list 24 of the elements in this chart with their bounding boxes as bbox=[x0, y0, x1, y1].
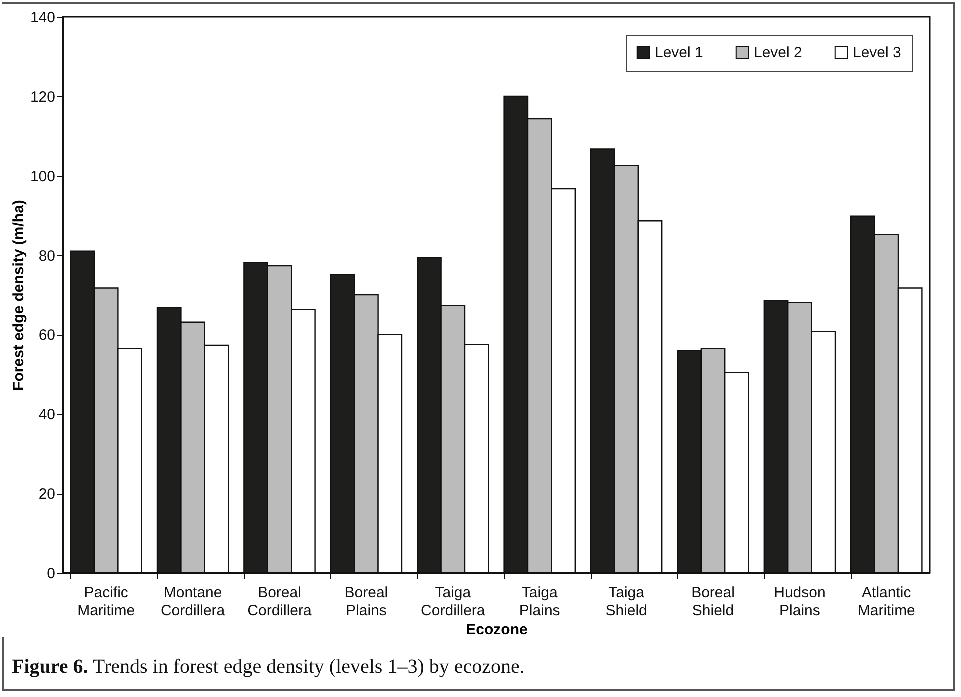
x-tick-label: Boreal Plains bbox=[344, 584, 388, 620]
x-tick-label: Montane Cordillera bbox=[160, 584, 226, 620]
y-tick-label: 40 bbox=[38, 406, 56, 424]
x-tick-label: Taiga Plains bbox=[519, 584, 560, 620]
legend-label: Level 1 bbox=[655, 44, 704, 62]
legend-label: Level 3 bbox=[853, 44, 902, 62]
y-tick-label: 20 bbox=[38, 486, 56, 504]
x-tick-label: Boreal Shield bbox=[692, 584, 735, 620]
y-axis-title: Forest edge density (m/ha) bbox=[10, 200, 28, 391]
x-tick-label: Hudson Plains bbox=[774, 584, 826, 620]
y-tick-label: 100 bbox=[30, 168, 56, 186]
y-tick-label: 120 bbox=[30, 88, 56, 106]
y-tick-label: 140 bbox=[30, 10, 56, 26]
legend-label: Level 2 bbox=[754, 44, 802, 62]
y-tick-label: 80 bbox=[38, 248, 56, 265]
y-tick-label: 0 bbox=[47, 566, 56, 582]
y-tick-label: 60 bbox=[38, 327, 56, 344]
x-tick-label: Taiga Shield bbox=[606, 584, 648, 620]
caption: Figure 6. Trends in forest edge density (levels 1–3) by ecozone. bbox=[12, 656, 525, 679]
x-tick-label: Atlantic Maritime bbox=[858, 584, 916, 620]
x-tick-label: Taiga Cordillera bbox=[421, 584, 486, 620]
x-tick-label: Boreal Cordillera bbox=[248, 584, 312, 620]
x-tick-label: Pacific Maritime bbox=[78, 584, 136, 620]
x-axis-title: Ecozone bbox=[466, 622, 528, 638]
